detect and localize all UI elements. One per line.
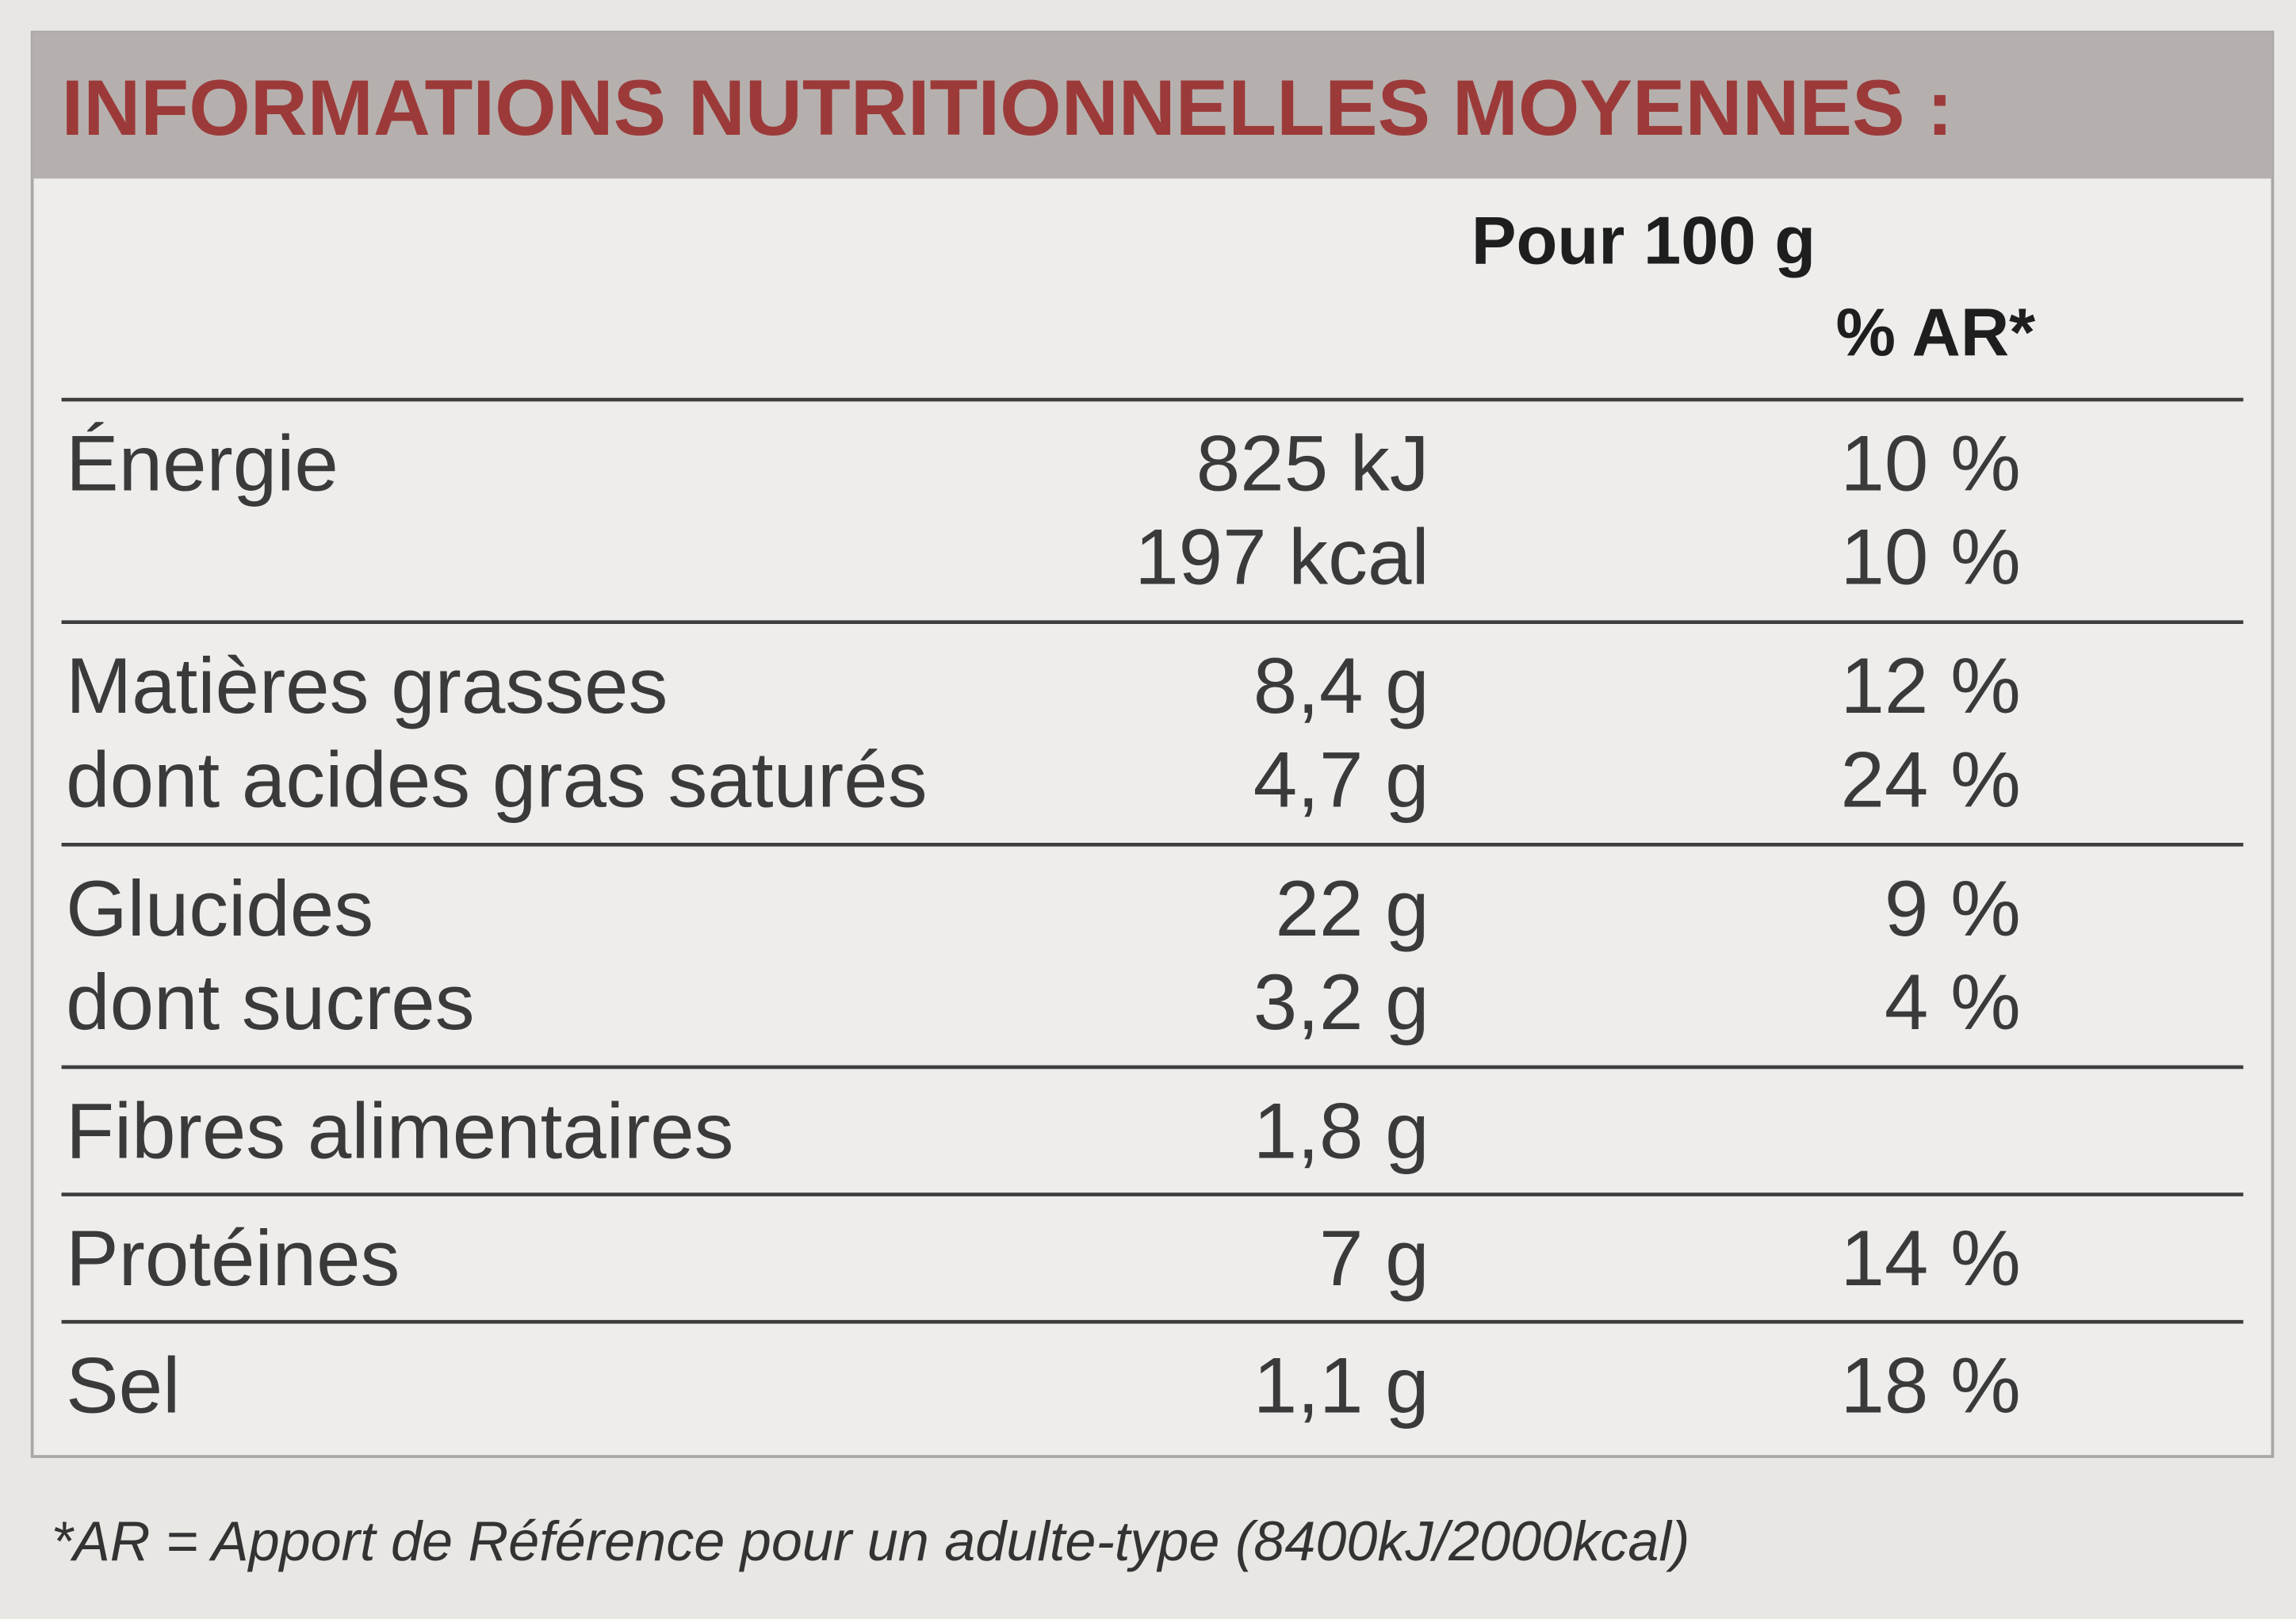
nutrient-amount: 22 g	[1276, 865, 1429, 953]
nutrient-amount: 4,7 g	[1253, 736, 1429, 824]
nutrient-amount: 1,1 g	[1253, 1342, 1429, 1430]
nutrient-label: dont acides gras saturés	[66, 736, 927, 824]
nutrient-label: Glucides	[66, 865, 373, 953]
nutrient-label: Protéines	[66, 1215, 400, 1303]
column-header-amount: Pour 100 g	[1471, 202, 1816, 277]
nutrient-ar: 10 %	[1840, 514, 2020, 602]
nutrient-ar: 10 %	[1840, 420, 2020, 508]
footnote: *AR = Apport de Référence pour un adulte…	[52, 1510, 1690, 1572]
table-box	[30, 30, 2275, 1458]
table-body: Énergie 825 kJ 10 % 197 kcal 10 % Matières gr…	[61, 397, 2244, 1430]
nutrient-label: dont sucres	[66, 959, 475, 1047]
nutrient-label: Énergie	[66, 420, 339, 508]
nutrient-label: Fibres alimentaires	[66, 1087, 733, 1175]
nutrient-ar: 24 %	[1840, 736, 2020, 824]
title: INFORMATIONS NUTRITIONNELLES MOYENNES :	[62, 64, 1954, 152]
nutrient-ar: 9 %	[1885, 865, 2021, 953]
nutrient-label: Matières grasses	[66, 642, 668, 730]
nutrient-amount: 825 kJ	[1196, 420, 1429, 508]
nutrient-amount: 8,4 g	[1253, 642, 1429, 730]
nutrient-amount: 197 kcal	[1135, 514, 1429, 602]
nutrient-label: Sel	[66, 1342, 180, 1430]
nutrient-ar: 14 %	[1840, 1215, 2020, 1303]
nutrient-ar: 18 %	[1840, 1342, 2020, 1430]
column-header-ar: % AR*	[1835, 295, 2035, 370]
nutrient-amount: 1,8 g	[1253, 1087, 1429, 1175]
title-band	[32, 32, 2273, 179]
nutrient-ar: 4 %	[1885, 959, 2021, 1047]
nutrient-amount: 3,2 g	[1253, 959, 1429, 1047]
nutrient-amount: 7 g	[1319, 1215, 1429, 1303]
nutrient-ar: 12 %	[1840, 642, 2020, 730]
